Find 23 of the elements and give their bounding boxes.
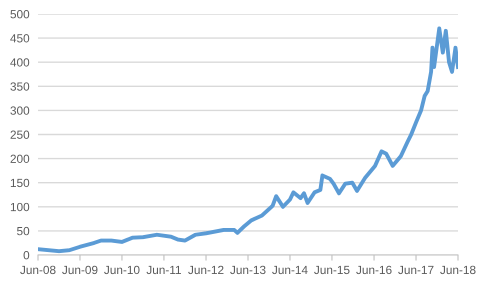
y-tick-label: 500 [10, 10, 30, 18]
y-tick-label: 450 [10, 34, 30, 42]
y-tick-label: 50 [17, 226, 30, 236]
y-tick-label: 400 [10, 58, 30, 67]
x-tick-label: Jun-10 [104, 266, 140, 274]
x-tick-label: Jun-13 [230, 266, 266, 274]
x-tick-label: Jun-17 [398, 266, 434, 274]
x-tick-label: Jun-15 [314, 266, 350, 274]
y-tick-label: 300 [10, 106, 30, 115]
y-tick-label: 200 [10, 154, 30, 163]
y-tick-label: 100 [10, 202, 30, 212]
x-tick-label: Jun-09 [62, 266, 98, 274]
x-tick-label: Jun-16 [356, 266, 392, 274]
y-tick-label: 250 [10, 130, 30, 139]
y-tick-label: 0 [24, 251, 30, 260]
line-series [38, 26, 458, 254]
x-tick-label: Jun-12 [188, 266, 224, 274]
x-tick-label: Jun-14 [272, 266, 308, 274]
x-tick-label: Jun-11 [146, 266, 181, 274]
x-tick-label: Jun-08 [20, 266, 56, 274]
y-tick-label: 350 [10, 82, 30, 91]
y-tick-label: 150 [10, 178, 30, 188]
x-tick-label: Jun-18 [440, 266, 476, 274]
